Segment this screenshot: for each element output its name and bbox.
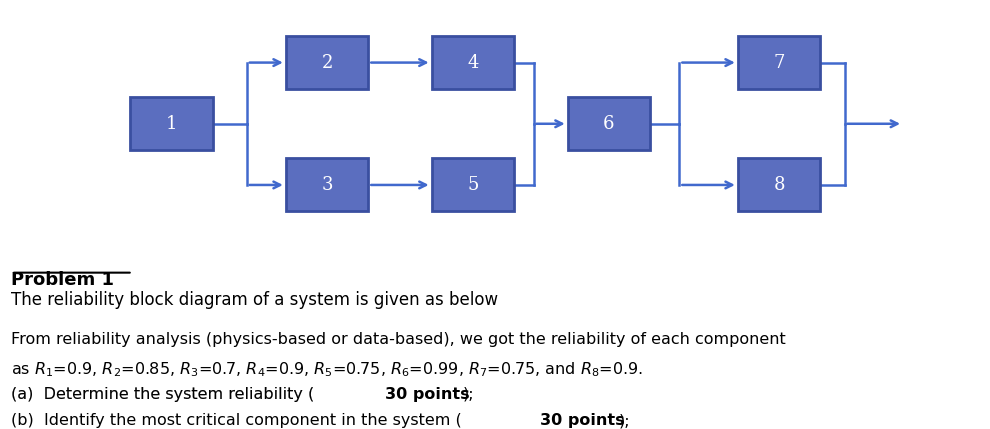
Text: (a)  Determine the system reliability (​: (a) Determine the system reliability (​ — [11, 389, 315, 404]
Text: From reliability analysis (physics-based or data-based), we got the reliability : From reliability analysis (physics-based… — [11, 332, 786, 347]
FancyBboxPatch shape — [432, 158, 514, 211]
Text: (a)  Determine the system reliability (: (a) Determine the system reliability ( — [11, 387, 315, 402]
Text: (a)  Determine the system reliability (: (a) Determine the system reliability ( — [11, 387, 315, 402]
Text: The reliability block diagram of a system is given as below: The reliability block diagram of a syste… — [11, 291, 498, 309]
Text: 6: 6 — [603, 115, 615, 133]
Text: 4: 4 — [467, 54, 478, 72]
FancyBboxPatch shape — [286, 158, 368, 211]
Text: 7: 7 — [773, 54, 785, 72]
Text: Problem 1: Problem 1 — [11, 271, 114, 289]
Text: );: ); — [463, 387, 475, 402]
FancyBboxPatch shape — [286, 36, 368, 89]
Text: (a)  Determine the system reliability (: (a) Determine the system reliability ( — [11, 387, 315, 402]
Text: as $R_1$=0.9, $R_2$=0.85, $R_3$=0.7, $R_4$=0.9, $R_5$=0.75, $R_6$=0.99, $R_7$=0.: as $R_1$=0.9, $R_2$=0.85, $R_3$=0.7, $R_… — [11, 360, 644, 379]
FancyBboxPatch shape — [738, 158, 821, 211]
Text: 2: 2 — [322, 54, 333, 72]
Text: 5: 5 — [467, 176, 478, 194]
FancyBboxPatch shape — [432, 36, 514, 89]
FancyBboxPatch shape — [567, 97, 650, 150]
FancyBboxPatch shape — [738, 36, 821, 89]
Text: 3: 3 — [322, 176, 333, 194]
FancyBboxPatch shape — [131, 97, 213, 150]
Text: 30 points: 30 points — [385, 387, 470, 402]
Text: 8: 8 — [773, 176, 785, 194]
Text: 30 points: 30 points — [540, 414, 625, 429]
Text: (b)  Identify the most critical component in the system (: (b) Identify the most critical component… — [11, 414, 462, 429]
Text: );: ); — [619, 414, 631, 429]
Text: 1: 1 — [165, 115, 177, 133]
